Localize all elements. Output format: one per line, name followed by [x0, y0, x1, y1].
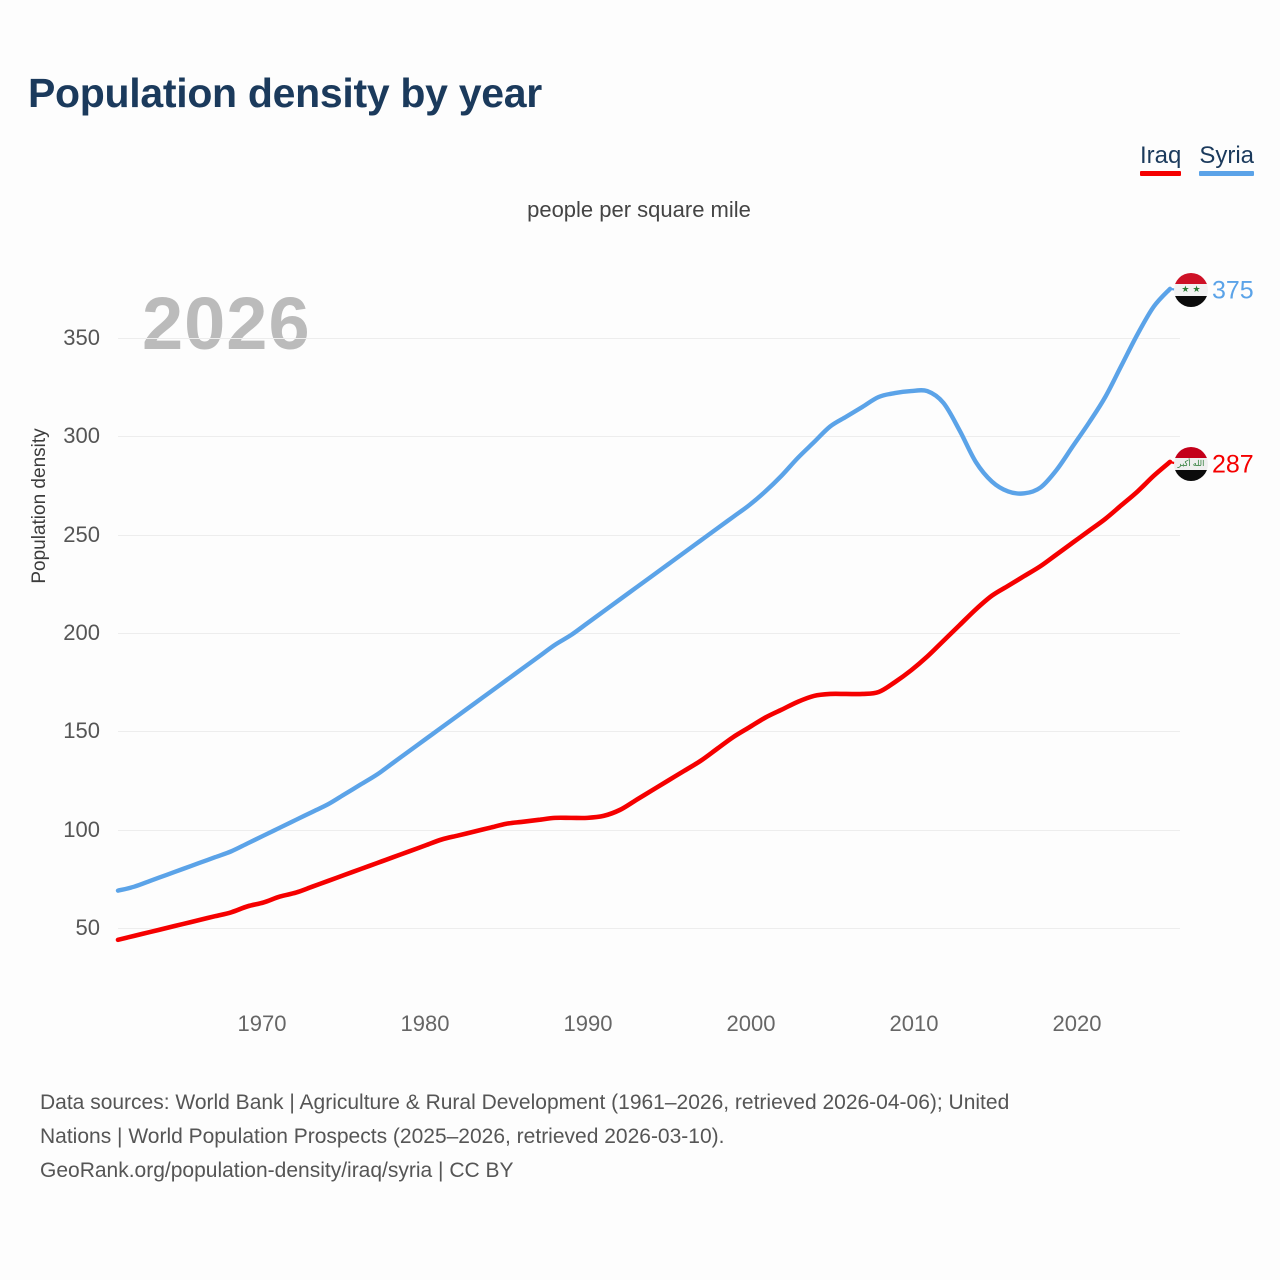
gridline-250 — [118, 535, 1180, 536]
page-title: Population density by year — [28, 70, 542, 116]
flag-stripe-black — [1174, 295, 1208, 307]
x-tick-2000: 2000 — [726, 1011, 776, 1036]
footer-sources: Data sources: World Bank | Agriculture &… — [40, 1086, 1265, 1188]
x-tick-1980: 1980 — [400, 1011, 450, 1036]
x-tick-2020: 2020 — [1052, 1011, 1102, 1036]
legend-label-iraq: Iraq — [1139, 142, 1182, 169]
gridline-300 — [118, 436, 1180, 437]
flag-stars-icon: ★ ★ — [1181, 284, 1201, 295]
x-tick-1990: 1990 — [563, 1011, 613, 1036]
y-tick-150: 150 — [63, 718, 100, 743]
gridline-100 — [118, 830, 1180, 831]
line-series-syria — [115, 286, 1173, 893]
flag-stripe-black — [1174, 469, 1208, 481]
iraq-flag-icon: الله أكبر — [1174, 447, 1208, 481]
gridline-200 — [118, 633, 1180, 634]
chart-subtitle: people per square mile — [527, 197, 751, 222]
y-tick-350: 350 — [63, 325, 100, 350]
endpoint-value-iraq: 287 — [1212, 450, 1254, 479]
footer-line-1: Data sources: World Bank | Agriculture &… — [40, 1091, 1010, 1114]
y-tick-200: 200 — [63, 620, 100, 645]
chart-legend: Iraq Syria — [1139, 142, 1254, 177]
flag-stripe-red — [1174, 273, 1208, 285]
y-tick-100: 100 — [63, 817, 100, 842]
y-axis-ticks: 350 300 250 200 150 100 50 — [40, 0, 100, 1280]
footer-line-2: Nations | World Population Prospects (20… — [40, 1125, 725, 1149]
y-tick-300: 300 — [63, 423, 100, 448]
legend-item-syria[interactable]: Syria — [1199, 142, 1254, 177]
flag-stripe-white — [1174, 284, 1208, 296]
legend-swatch-syria — [1199, 171, 1254, 177]
gridline-150 — [118, 731, 1180, 732]
legend-label-syria: Syria — [1199, 142, 1254, 169]
x-tick-1970: 1970 — [237, 1011, 287, 1036]
flag-stripe-white — [1174, 458, 1208, 470]
legend-swatch-iraq — [1139, 171, 1182, 177]
endpoint-value-syria: 375 — [1212, 276, 1254, 305]
flag-takbir-icon: الله أكبر — [1177, 458, 1205, 468]
line-series-iraq — [115, 459, 1173, 943]
gridline-50 — [118, 928, 1180, 929]
y-tick-50: 50 — [75, 915, 100, 940]
syria-flag-icon: ★ ★ — [1174, 273, 1208, 307]
legend-item-iraq[interactable]: Iraq — [1139, 142, 1182, 177]
y-tick-250: 250 — [63, 522, 100, 547]
gridline-350 — [118, 338, 1180, 339]
flag-stripe-red — [1174, 447, 1208, 459]
year-watermark: 2026 — [142, 282, 311, 365]
footer-line-3: GeoRank.org/population-density/iraq/syri… — [40, 1159, 514, 1183]
x-tick-2010: 2010 — [889, 1011, 939, 1036]
